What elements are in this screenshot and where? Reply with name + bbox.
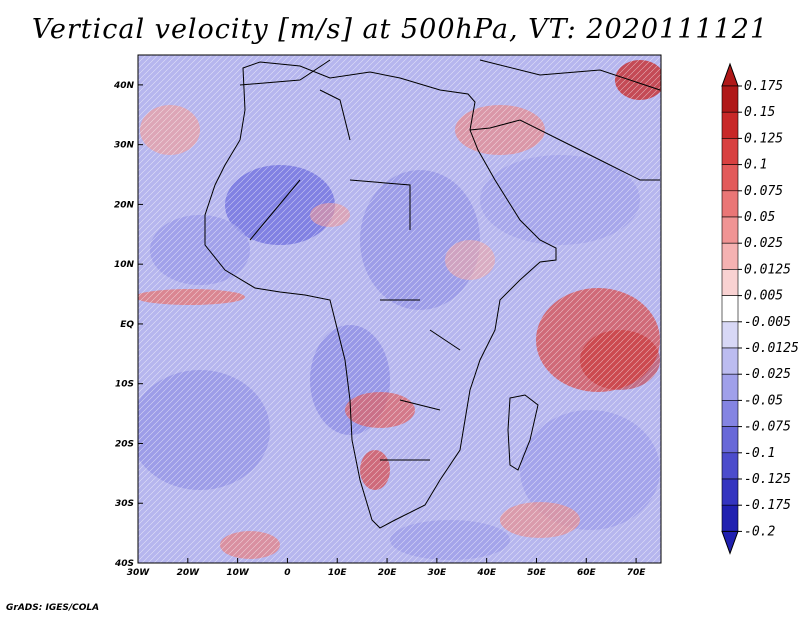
- lon-label: 40E: [476, 568, 497, 578]
- colorbar-label: -0.005: [744, 315, 791, 330]
- colorbar-swatch: [721, 478, 739, 506]
- lon-label: 50E: [527, 568, 547, 578]
- colorbar-swatch: [721, 321, 739, 349]
- longitude-axis: 30W 20W 10W 0 10E 20E 30E 40E 50E 60E 70E: [127, 558, 647, 578]
- colorbar-arrow-top: [721, 62, 739, 87]
- lat-label: 40N: [113, 81, 135, 91]
- colorbar-swatch: [721, 242, 739, 270]
- colorbar-label: -0.0125: [744, 341, 799, 356]
- colorbar-swatch: [721, 190, 739, 218]
- lat-label: 10N: [114, 260, 135, 270]
- lon-label: 30E: [428, 568, 448, 578]
- colorbar-arrow-bottom: [721, 530, 739, 555]
- colorbar-label: 0.175: [744, 79, 783, 94]
- colorbar-label: -0.2: [744, 524, 775, 539]
- colorbar-label: 0.05: [744, 210, 775, 225]
- colorbar-swatch: [721, 216, 739, 244]
- colorbar-label: 0.15: [744, 105, 775, 120]
- colorbar-swatch: [721, 295, 739, 323]
- lat-label: 40S: [114, 559, 134, 569]
- colorbar-label: -0.175: [744, 498, 791, 513]
- colorbar-label: 0.075: [744, 184, 783, 199]
- coastlines: [204, 59, 661, 529]
- colorbar: 0.175 0.15 0.125 0.1 0.075 0.05 0.025 0.0125 0.0…: [721, 62, 799, 555]
- colorbar-swatch: [721, 426, 739, 454]
- lon-label: 30W: [127, 568, 151, 578]
- colorbar-label: 0.1: [744, 158, 767, 173]
- colorbar-swatch: [721, 111, 739, 139]
- plot-frame: [137, 54, 662, 564]
- colorbar-swatch: [721, 400, 739, 427]
- lat-label: 20S: [115, 439, 134, 449]
- field-texture: [138, 55, 661, 563]
- lon-label: 10E: [328, 568, 348, 578]
- colorbar-swatch: [721, 164, 739, 192]
- colorbar-swatch: [721, 373, 739, 401]
- lat-label: 30S: [115, 499, 134, 509]
- colorbar-swatch: [721, 269, 739, 296]
- grads-credit: GrADS: IGES/COLA: [6, 603, 100, 613]
- colorbar-swatch: [721, 85, 739, 113]
- lon-label: 70E: [627, 568, 647, 578]
- colorbar-label: 0.025: [744, 236, 783, 251]
- lon-label: 10W: [226, 568, 250, 578]
- colorbar-swatch: [721, 138, 739, 165]
- colorbar-swatch: [721, 347, 739, 375]
- colorbar-label: 0.125: [744, 131, 783, 146]
- chart-title: Vertical velocity [m/s] at 500hPa, VT: 2…: [31, 14, 769, 45]
- latitude-axis: 40N 30N 20N 10N EQ 10S 20S 30S 40S: [113, 81, 143, 569]
- colorbar-label: -0.125: [744, 472, 791, 487]
- lat-label: 30N: [114, 141, 135, 151]
- colorbar-swatch: [721, 452, 739, 480]
- lon-label: 60E: [577, 568, 597, 578]
- colorbar-label: 0.0125: [744, 262, 791, 277]
- colorbar-label: -0.025: [744, 367, 791, 382]
- colorbar-label: -0.05: [744, 393, 783, 408]
- lon-label: 20W: [177, 568, 201, 578]
- colorbar-label: -0.075: [744, 420, 791, 435]
- lat-label: 20N: [114, 200, 135, 210]
- velocity-field: [138, 55, 661, 563]
- lon-label: 20E: [378, 568, 398, 578]
- lon-label: 0: [284, 568, 290, 578]
- colorbar-swatch: [721, 504, 739, 532]
- colorbar-label: -0.1: [744, 446, 775, 461]
- lat-label: 10S: [115, 380, 134, 390]
- colorbar-label: 0.005: [744, 289, 783, 304]
- lat-label: EQ: [120, 320, 134, 330]
